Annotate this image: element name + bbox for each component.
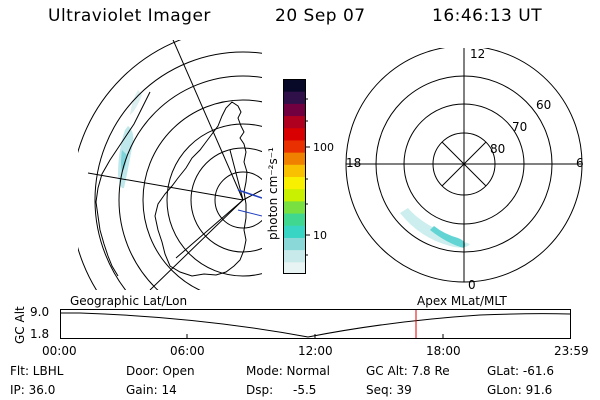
colorbar-ticks — [306, 98, 310, 256]
colorbar-swatch — [283, 200, 306, 214]
door-info: Door: Open — [126, 364, 195, 378]
mlt-label-6: 6 — [576, 156, 584, 170]
colorbar-swatch — [283, 176, 306, 190]
xtick-2359: 23:59 — [554, 344, 589, 358]
altitude-ytick-min: 1.8 — [30, 327, 50, 341]
colorbar-swatch — [283, 261, 306, 274]
time-label: 16:46:13 UT — [432, 6, 543, 26]
gc-alt-info: GC Alt: 7.8 Re — [366, 364, 450, 378]
colorbar-swatch — [283, 249, 306, 263]
altitude-ylabel: GC Alt — [13, 306, 27, 344]
colorbar-swatch — [283, 225, 306, 238]
orbit-track — [237, 189, 262, 199]
colorbar-swatch — [283, 188, 306, 202]
colorbar-swatch — [283, 213, 306, 226]
antarctica-outline — [154, 101, 248, 277]
geographic-map-label: Geographic Lat/Lon — [70, 294, 188, 308]
mlt-label-12: 12 — [470, 47, 486, 61]
lat-circle — [142, 99, 262, 290]
polar-plot — [345, 48, 583, 283]
continent-coastline — [95, 91, 151, 277]
meridian-line — [175, 199, 244, 259]
dsp-label: Dsp: — [246, 383, 274, 397]
mlt-label-0: 0 — [468, 278, 476, 292]
colorbar-tick-10: 10 — [313, 229, 327, 242]
colorbar-swatch — [283, 127, 306, 141]
geographic-map — [78, 40, 262, 290]
meridian-line — [87, 172, 244, 201]
meridian-line — [149, 199, 244, 290]
filter-info: Flt: LBHL — [10, 364, 64, 378]
colorbar-frame — [283, 79, 306, 274]
colorbar — [283, 79, 306, 274]
mlt-label-18: 18 — [346, 156, 362, 170]
colorbar-swatch — [283, 79, 306, 92]
colorbar-swatch — [283, 103, 306, 117]
colorbar-swatch — [283, 139, 306, 153]
gain-info: Gain: 14 — [126, 383, 177, 397]
colorbar-swatch — [283, 237, 306, 251]
colorbar-unit-label: photon cm⁻²s⁻¹ — [266, 147, 280, 240]
colorbar-swatch — [283, 164, 306, 177]
date-label: 20 Sep 07 — [275, 6, 366, 26]
mode-info: Mode: Normal — [246, 364, 330, 378]
lat-circle — [166, 123, 262, 277]
seq-info: Seq: 39 — [366, 383, 412, 397]
instrument-title: Ultraviolet Imager — [48, 6, 211, 26]
mlt-diagonal — [441, 141, 487, 187]
colorbar-tick-100: 100 — [313, 141, 334, 154]
lat-circle — [214, 171, 262, 229]
lat-label-70: 70 — [512, 120, 528, 134]
aurora-oval-bright — [430, 226, 466, 248]
meridian-line — [172, 40, 244, 201]
altitude-plot-frame — [60, 309, 571, 339]
aurora-emission-faint — [130, 90, 142, 115]
xtick-1800: 18:00 — [426, 344, 461, 358]
xtick-1200: 12:00 — [298, 344, 333, 358]
lat-label-80: 80 — [490, 142, 506, 156]
colorbar-swatch — [283, 152, 306, 165]
xtick-0600: 06:00 — [170, 344, 205, 358]
dsp-value: -5.5 — [293, 383, 317, 397]
lat-circle — [118, 75, 262, 290]
orbit-track — [237, 209, 262, 217]
ip-info: IP: 36.0 — [10, 383, 56, 397]
altitude-ytick-max: 9.0 — [30, 305, 50, 319]
altitude-curve — [60, 312, 571, 338]
polar-map-label: Apex MLat/MLT — [417, 294, 507, 308]
glon-info: GLon: 91.6 — [487, 383, 553, 397]
aurora-emission-core — [121, 150, 127, 172]
glat-info: GLat: -61.6 — [487, 364, 554, 378]
xtick-0000: 00:00 — [42, 344, 77, 358]
lat-label-60: 60 — [536, 98, 552, 112]
lat-circle — [94, 51, 262, 290]
colorbar-swatch — [283, 115, 306, 129]
altitude-plot — [60, 309, 571, 339]
colorbar-swatch — [283, 91, 306, 104]
